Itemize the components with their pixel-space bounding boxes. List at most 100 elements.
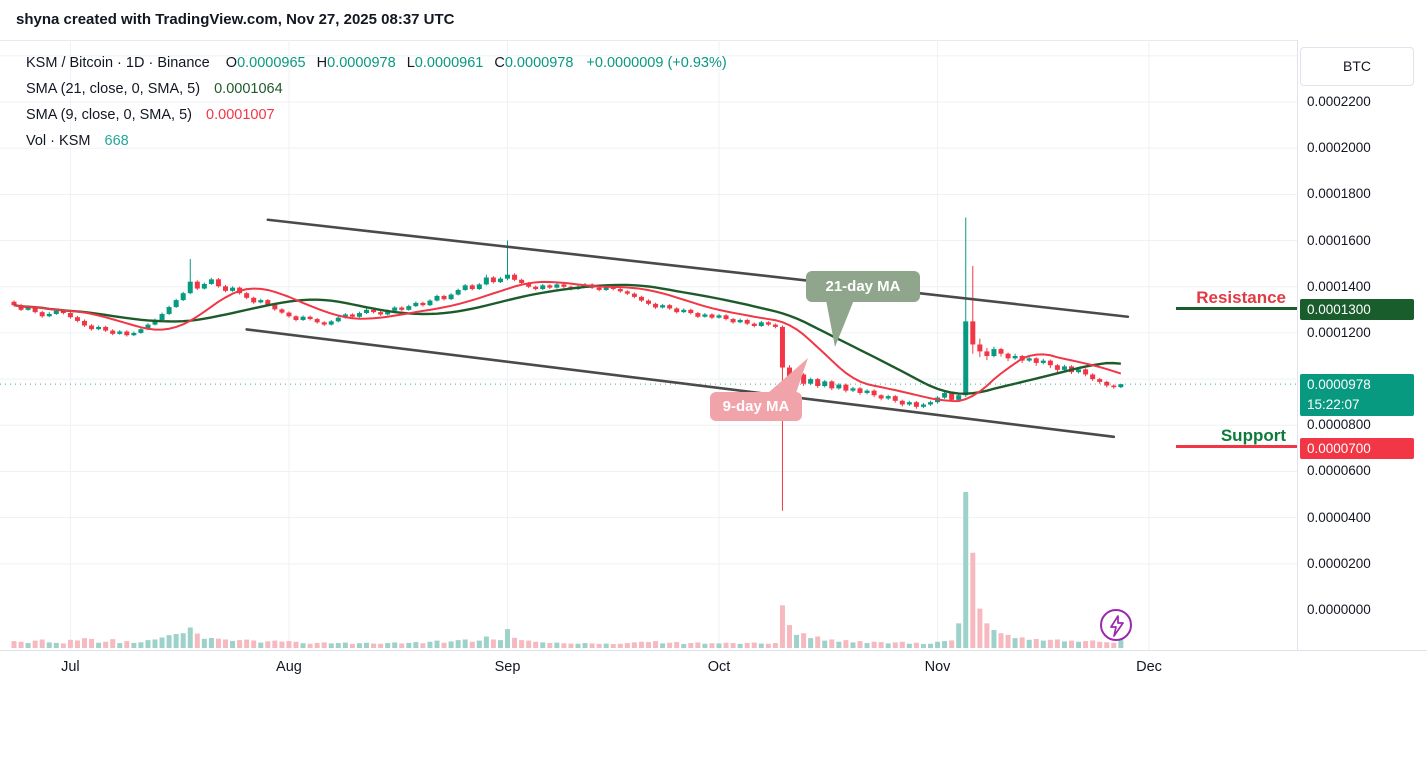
ma9-callout[interactable]: 9-day MA [710,392,802,421]
volume-bar [11,641,17,648]
volume-bar [512,637,518,648]
candle-body [117,331,123,334]
candle-body [963,321,969,396]
sma9-label[interactable]: SMA (9, close, 0, SMA, 5) [26,107,192,123]
volume-bar [371,643,377,648]
chart-plot-area[interactable] [0,40,1297,650]
volume-bar [272,640,278,648]
volume-bar [603,643,609,648]
candle-body [39,312,45,317]
header-divider [0,40,1427,41]
currency-button[interactable]: BTC [1300,47,1414,86]
candle-body [483,277,489,285]
volume-bar [935,641,941,648]
candle-body [293,316,299,320]
volume-bar [596,643,602,648]
volume-bar [942,641,948,648]
chart-legend: KSM / Bitcoin · 1D · Binance O0.0000965 … [26,50,727,154]
candle-body [617,289,623,292]
candle-body [765,322,771,325]
candle-body [892,396,898,401]
volume-bar [892,642,898,648]
candle-body [758,322,764,326]
sma21-label[interactable]: SMA (21, close, 0, SMA, 5) [26,81,201,97]
volume-label[interactable]: Vol · KSM [26,133,91,149]
volume-bar [970,552,976,648]
volume-bar [455,640,461,648]
volume-bar [67,639,73,648]
candle-body [103,326,109,331]
volume-bar [857,641,863,648]
candle-body [279,309,285,313]
resistance-price-badge: 0.0001300 [1300,299,1414,321]
volume-bar [779,605,785,648]
price-axis-label: 0.0001200 [1307,324,1371,340]
candle-body [554,284,560,288]
symbol-title[interactable]: KSM / Bitcoin · 1D · Binance [26,55,210,71]
support-level-line[interactable] [1176,445,1297,448]
support-label[interactable]: Support [1220,426,1286,445]
volume-bar [1005,634,1011,648]
candle-body [406,306,412,310]
price-axis-label: 0.0000200 [1307,555,1371,571]
candle-body [878,395,884,399]
candle-body [25,307,31,310]
ma21-callout-tail [826,300,854,347]
volume-bar [1019,637,1025,648]
candle-body [772,324,778,327]
resistance-level-line[interactable] [1176,307,1297,310]
low-price: 0.0000961 [414,55,484,71]
candle-body [1097,379,1103,382]
volume-bar [314,642,320,648]
candle-body [1012,356,1018,359]
volume-bar [526,640,532,648]
candle-body [476,284,482,290]
candle-body [695,313,701,317]
volume-bar [913,642,919,648]
sma21-line[interactable] [13,283,1121,395]
candle-body [638,296,644,301]
volume-bar [716,643,722,648]
time-axis[interactable]: Jul Aug Sep Oct Nov Dec [0,650,1427,687]
volume-bar [977,608,983,648]
candle-body [194,281,200,289]
upper-channel-trendline[interactable] [266,218,1130,319]
volume-bar [638,641,644,648]
volume-bar [533,641,539,648]
candle-body [413,302,419,307]
volume-bar [1054,639,1060,648]
candle-body [949,392,955,400]
candle-body [624,291,630,294]
candle-body [314,319,320,323]
candle-body [779,326,785,368]
candle-body [646,300,651,304]
candle-body [850,388,856,391]
volume-bar [547,643,553,648]
volume-bar [1104,642,1110,648]
attribution-bar: shyna created with TradingView.com, Nov … [0,0,1427,40]
time-axis-label: Aug [276,659,302,675]
volume-bar [836,641,842,648]
candle-body [342,314,348,318]
sma9-line[interactable] [13,280,1122,403]
volume-bar [505,629,510,648]
volume-bar [1097,641,1103,648]
volume-bar [420,643,426,648]
candle-body [505,274,510,279]
lightning-button[interactable] [1100,609,1132,641]
price-axis[interactable]: BTC 0.0002200 0.0002000 0.0001800 0.0001600… [1297,40,1427,650]
volume-bar [46,642,52,648]
volume-bar [208,637,214,648]
price-axis-label: 0.0000800 [1307,417,1371,433]
volume-bar [646,642,651,648]
resistance-label[interactable]: Resistance [1196,288,1286,307]
candle-body [709,314,715,318]
ma21-callout[interactable]: 21-day MA [806,271,920,302]
candle-body [631,293,637,297]
candle-body [744,319,750,324]
lower-channel-trendline[interactable] [245,328,1116,439]
volume-bar [765,643,771,648]
volume-bar [815,636,821,648]
volume-bar [448,641,454,648]
